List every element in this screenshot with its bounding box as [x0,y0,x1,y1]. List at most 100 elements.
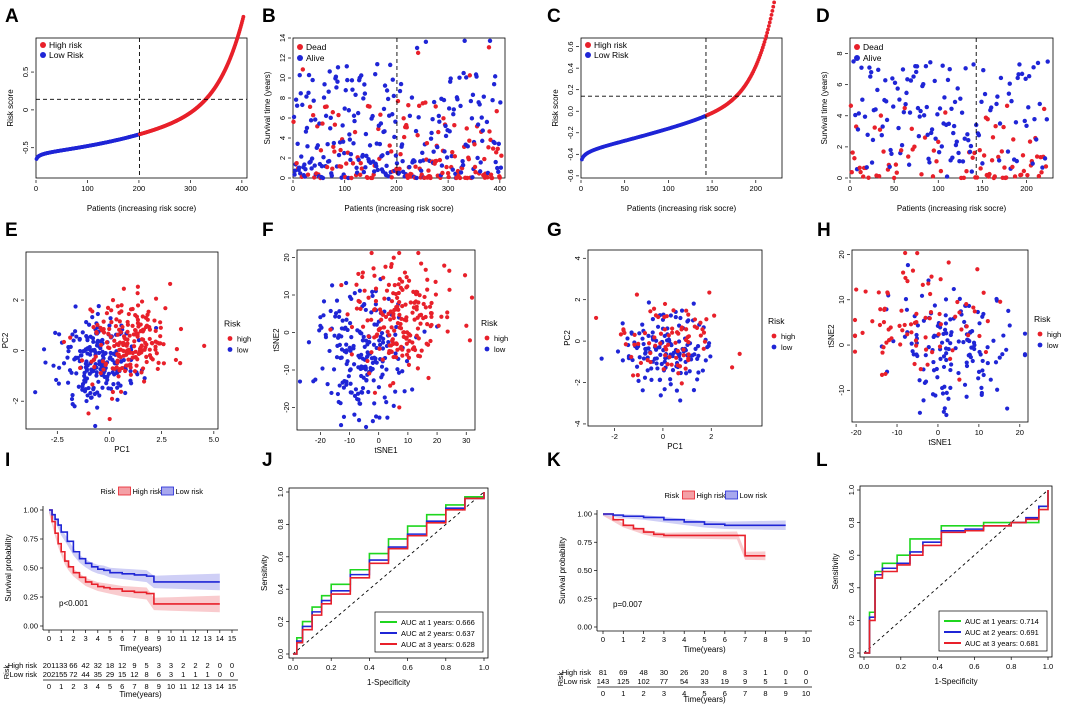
low-point [646,333,651,339]
low-risk-curve [603,513,786,527]
low-point [921,398,926,403]
alive-point [1035,60,1041,66]
dead-point [1004,103,1010,109]
x-tick-label: -10 [892,428,903,437]
low-point [356,418,362,423]
high-point [701,330,707,335]
high-point [870,319,875,324]
x-tick-label: -20 [315,436,326,445]
y-tick-label: -0.4 [566,148,575,161]
high-point [415,326,421,331]
high-point [373,298,379,304]
high-risk-curve [603,513,766,557]
dead-point [488,137,493,143]
low-point [80,330,85,335]
high-point [147,353,153,358]
low-point [972,343,977,348]
alive-point [333,74,339,79]
high-point [365,358,370,364]
dead-point [291,119,296,124]
low-point [95,311,100,317]
low-point [313,377,318,382]
y-tick-label: 4 [278,136,287,140]
dead-point [906,154,911,159]
high-point [153,339,158,344]
x-tick-label: -2 [611,432,618,441]
alive-point [491,82,497,87]
low-point [970,358,975,364]
dead-point [489,175,495,181]
alive-point [382,129,387,134]
low-point [108,316,113,321]
x-axis-label: Patients (increasing risk socre) [344,204,454,213]
low-point [341,385,346,390]
alive-point [908,78,914,83]
low-point [105,377,110,382]
dead-point [398,151,403,157]
dead-point [1004,175,1009,180]
risk-table-cell: 0 [218,670,222,679]
low-point [662,359,667,364]
alive-point [478,160,483,165]
alive-point [982,91,988,97]
high-point [918,367,923,372]
high-point [425,277,430,282]
dead-point [972,150,977,156]
alive-point [305,144,310,149]
x-tick-label: 0 [661,432,665,441]
low-point [903,297,909,302]
alive-point [390,112,395,117]
alive-point [951,123,957,129]
low-point [662,387,667,392]
alive-point [495,165,500,171]
high-point [898,342,903,347]
low-point [400,369,405,374]
alive-point [907,110,913,115]
alive-point [419,168,424,173]
dead-point [482,156,487,162]
alive-point [953,142,959,148]
dead-point [858,169,863,175]
low-point [640,388,645,393]
legend-low-marker [771,344,777,350]
y-tick-label: 8 [835,51,844,55]
high-point [983,349,989,355]
alive-point [393,119,398,124]
low-point [404,359,410,364]
risk-table-cell: 3 [743,668,747,677]
high-risk-point [766,27,770,32]
risk-table-cell: 155 [55,670,68,679]
alive-point [968,143,974,149]
alive-point [470,175,475,180]
high-point [392,328,397,333]
y-tick-label: 4 [835,114,844,118]
high-point [119,303,124,308]
low-point [53,330,58,335]
low-point [102,351,108,356]
high-point [623,342,628,347]
high-point [658,341,663,346]
risk-table-cell: 0 [230,661,234,670]
high-point [882,307,887,313]
panel-label-c: C [547,6,561,27]
low-point [95,405,100,410]
dead-point [445,171,451,176]
dead-point [943,110,948,115]
high-point [144,359,149,365]
risk-table-cell: 18 [106,661,114,670]
dead-point [1025,172,1030,178]
high-point [381,325,386,330]
high-point [923,315,928,320]
dead-point [336,112,341,118]
alive-point [1044,117,1050,122]
high-point [126,357,131,362]
x-tick-label: -2.5 [51,435,64,444]
low-point [54,377,59,383]
low-point [334,298,340,303]
dead-point [358,172,363,178]
legend-title: Risk [481,318,498,328]
legend-high-marker [1037,331,1043,337]
low-point [700,368,705,373]
risk-table-cell: 54 [680,677,688,686]
alive-point [308,118,314,123]
